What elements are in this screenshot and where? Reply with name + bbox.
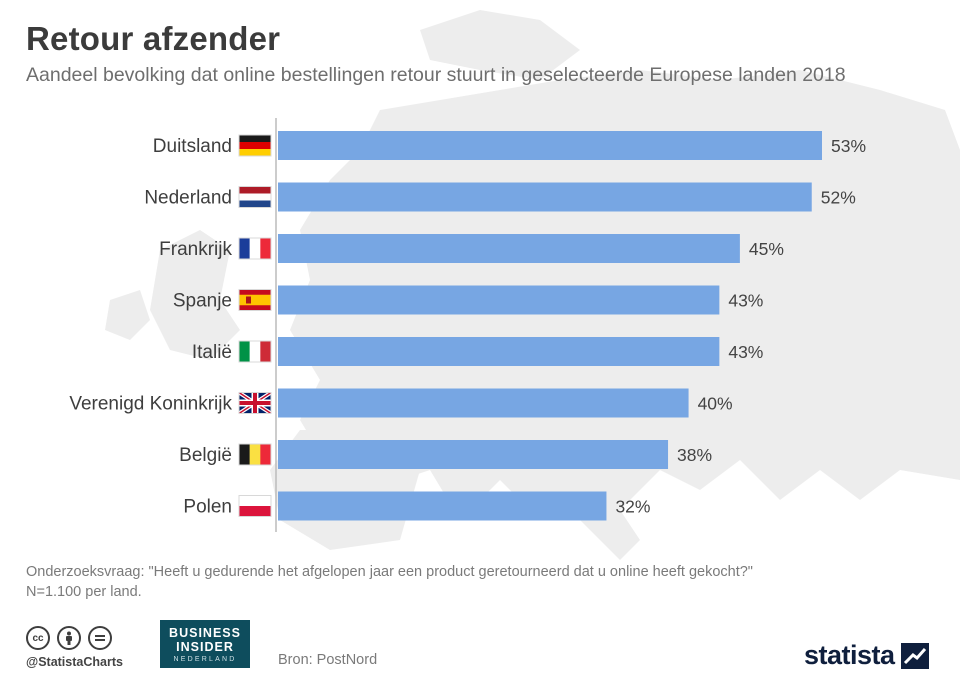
- nd-icon[interactable]: [88, 626, 112, 650]
- bar-verenigd-koninkrijk: [278, 388, 689, 418]
- bar-polen: [278, 491, 607, 521]
- category-label: Polen: [183, 497, 232, 518]
- flag-poland-icon: [238, 495, 272, 517]
- source-label: Bron: PostNord: [278, 652, 378, 668]
- bar-duitsland: [278, 131, 822, 160]
- flag-france-icon: [238, 237, 272, 260]
- flag-belgium-icon: [238, 443, 272, 466]
- flag-germany-icon: [238, 134, 272, 157]
- flag-italy-icon: [238, 340, 272, 363]
- survey-question: Onderzoeksvraag: "Heeft u gedurende het …: [26, 564, 753, 580]
- statista-mark-icon: [900, 642, 929, 669]
- category-label: Italië: [192, 342, 232, 363]
- flag-netherlands-icon: [238, 186, 272, 208]
- data-label: 40%: [698, 394, 733, 414]
- business-insider-logo[interactable]: BUSINESS INSIDER NEDERLAND: [160, 620, 250, 668]
- statista-handle[interactable]: @StatistaCharts: [26, 655, 123, 669]
- publisher-line-3: NEDERLAND: [173, 655, 237, 663]
- chart-subtitle: Aandeel bevolking dat online bestellinge…: [26, 64, 846, 86]
- chart-title: Retour afzender: [26, 20, 281, 57]
- cc-icon[interactable]: cc: [26, 626, 50, 650]
- category-label: Duitsland: [153, 136, 232, 157]
- data-label: 32%: [615, 497, 650, 517]
- sample-size: N=1.100 per land.: [26, 584, 142, 600]
- statista-logo[interactable]: statista: [804, 640, 929, 671]
- category-label: Verenigd Koninkrijk: [69, 394, 232, 415]
- license-icons: cc: [26, 626, 112, 650]
- category-label: Nederland: [144, 188, 232, 209]
- publisher-line-1: BUSINESS: [169, 625, 241, 640]
- bar-belgië: [278, 440, 669, 469]
- data-label: 53%: [831, 136, 866, 156]
- bar-chart: 53% Duitsland 52% Nederland 45% Frankrijk 43% S…: [69, 118, 866, 532]
- data-label: 52%: [821, 188, 856, 208]
- publisher-line-2: INSIDER: [176, 639, 234, 654]
- bar-frankrijk: [278, 234, 740, 263]
- by-icon[interactable]: [57, 626, 81, 650]
- category-label: België: [179, 445, 232, 466]
- data-label: 38%: [677, 445, 712, 465]
- bar-nederland: [278, 182, 812, 212]
- bar-spanje: [278, 285, 720, 315]
- data-label: 43%: [728, 342, 763, 362]
- bar-italië: [278, 337, 720, 366]
- flag-united-kingdom-icon: [237, 390, 273, 416]
- data-label: 45%: [749, 239, 784, 259]
- footnote: Onderzoeksvraag: "Heeft u gedurende het …: [26, 562, 753, 602]
- category-label: Spanje: [173, 291, 232, 312]
- statista-wordmark: statista: [804, 640, 895, 670]
- category-label: Frankrijk: [159, 239, 232, 260]
- flag-spain-icon: [238, 289, 272, 311]
- data-label: 43%: [728, 291, 763, 311]
